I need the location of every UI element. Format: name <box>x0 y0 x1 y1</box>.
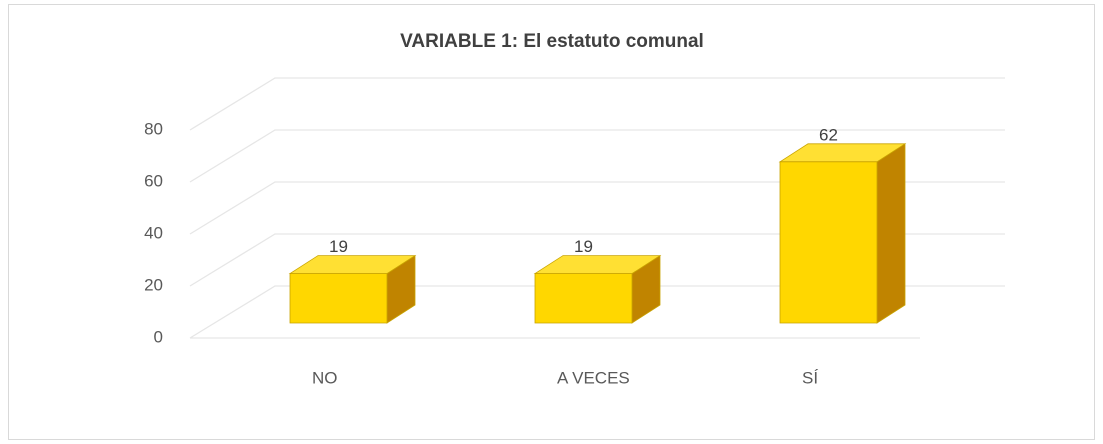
y-tick-label: 80 <box>144 119 163 138</box>
bar <box>778 143 907 324</box>
grid-line <box>189 233 1005 287</box>
value-label: 19 <box>329 237 348 256</box>
y-tick-label: 60 <box>144 171 163 190</box>
grid-line <box>189 77 1005 131</box>
grid-line <box>189 129 1005 183</box>
value-label: 62 <box>819 125 838 144</box>
bar-front <box>779 161 878 324</box>
bar-side <box>876 143 906 324</box>
bar-front <box>534 273 633 324</box>
bar <box>288 254 417 324</box>
y-tick-label: 20 <box>144 275 163 294</box>
value-label: 19 <box>574 237 593 256</box>
y-tick-label: 40 <box>144 223 163 242</box>
chart-title: VARIABLE 1: El estatuto comunal <box>400 31 704 52</box>
x-tick-label: A VECES <box>557 368 630 387</box>
bar-front <box>289 273 388 324</box>
chart-border <box>8 4 1095 440</box>
x-tick-label: SÍ <box>802 368 818 387</box>
grid-line <box>189 285 1005 339</box>
bar <box>533 254 662 324</box>
grid-line <box>189 181 1005 235</box>
y-tick-label: 0 <box>154 327 163 346</box>
x-tick-label: NO <box>312 368 338 387</box>
